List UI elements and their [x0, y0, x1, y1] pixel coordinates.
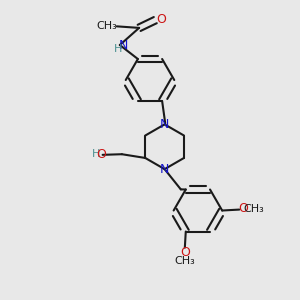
Text: CH₃: CH₃: [96, 21, 117, 31]
Text: N: N: [119, 38, 128, 52]
Text: N: N: [160, 163, 169, 176]
Text: H: H: [114, 44, 122, 54]
Text: O: O: [156, 13, 166, 26]
Text: H: H: [92, 149, 100, 159]
Text: N: N: [160, 118, 169, 131]
Text: CH₃: CH₃: [243, 204, 264, 214]
Text: O: O: [96, 148, 106, 161]
Text: CH₃: CH₃: [175, 256, 196, 266]
Text: O: O: [180, 246, 190, 259]
Text: O: O: [239, 202, 249, 215]
